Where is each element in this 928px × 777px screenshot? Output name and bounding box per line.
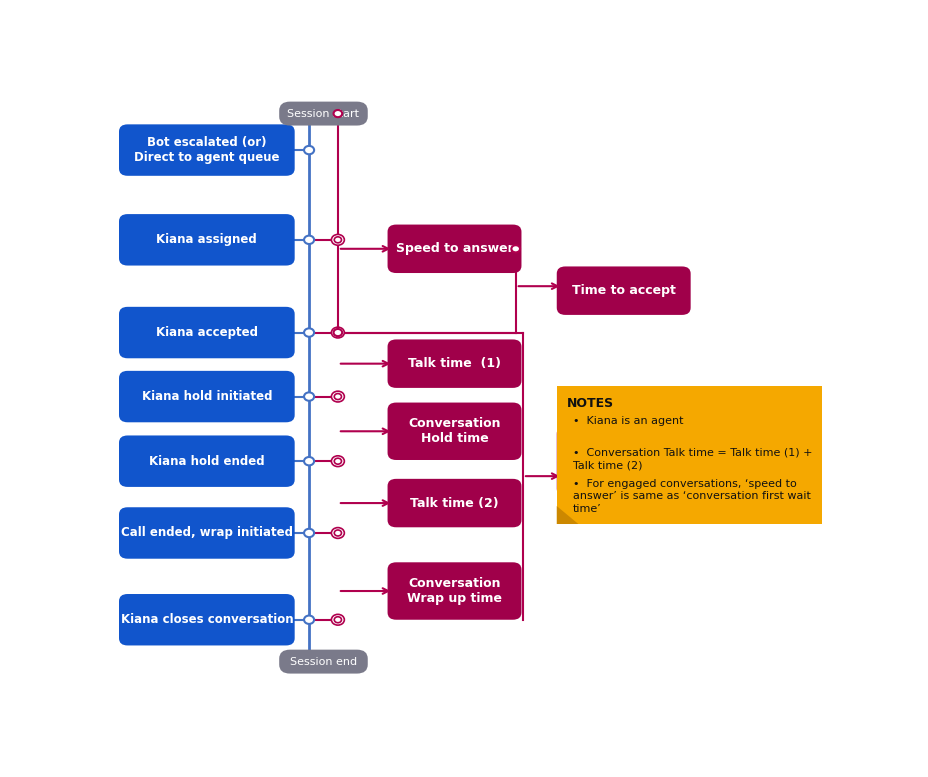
Circle shape bbox=[334, 237, 342, 242]
Circle shape bbox=[334, 617, 342, 622]
FancyBboxPatch shape bbox=[119, 124, 294, 176]
Circle shape bbox=[331, 391, 344, 402]
Circle shape bbox=[334, 329, 342, 336]
Circle shape bbox=[303, 457, 314, 465]
Text: Talk time  (1): Talk time (1) bbox=[407, 357, 500, 370]
Text: •  Conversation Talk time = Talk time (1) +
Talk time (2): • Conversation Talk time = Talk time (1)… bbox=[572, 448, 811, 470]
FancyBboxPatch shape bbox=[387, 340, 521, 388]
Text: Talk time (2): Talk time (2) bbox=[410, 497, 498, 510]
FancyBboxPatch shape bbox=[119, 307, 294, 358]
Circle shape bbox=[331, 235, 344, 246]
Text: NOTES: NOTES bbox=[566, 397, 613, 410]
Circle shape bbox=[303, 392, 314, 401]
FancyBboxPatch shape bbox=[556, 427, 701, 496]
Circle shape bbox=[334, 394, 342, 399]
Text: Conversation
Hold time: Conversation Hold time bbox=[407, 417, 500, 445]
Circle shape bbox=[303, 615, 314, 624]
Circle shape bbox=[331, 528, 344, 538]
Polygon shape bbox=[556, 506, 578, 524]
Circle shape bbox=[303, 235, 314, 244]
Text: Kiana closes conversation: Kiana closes conversation bbox=[121, 613, 293, 626]
Text: Kiana assigned: Kiana assigned bbox=[156, 233, 257, 246]
Circle shape bbox=[331, 327, 344, 338]
Circle shape bbox=[510, 246, 520, 253]
FancyBboxPatch shape bbox=[119, 435, 294, 487]
FancyBboxPatch shape bbox=[119, 594, 294, 646]
Circle shape bbox=[331, 456, 344, 466]
FancyBboxPatch shape bbox=[556, 386, 821, 524]
FancyBboxPatch shape bbox=[387, 402, 521, 460]
Text: Call ended, wrap initiated: Call ended, wrap initiated bbox=[121, 527, 292, 539]
Text: •  For engaged conversations, ‘speed to
answer’ is same as ‘conversation first w: • For engaged conversations, ‘speed to a… bbox=[572, 479, 809, 514]
Text: Session end: Session end bbox=[290, 657, 356, 667]
FancyBboxPatch shape bbox=[556, 267, 690, 315]
Circle shape bbox=[303, 529, 314, 537]
Circle shape bbox=[333, 110, 342, 117]
Circle shape bbox=[334, 530, 342, 536]
Text: Kiana hold initiated: Kiana hold initiated bbox=[141, 390, 272, 403]
FancyBboxPatch shape bbox=[279, 102, 367, 126]
Text: Speed to answer: Speed to answer bbox=[395, 242, 513, 256]
Circle shape bbox=[303, 146, 314, 155]
FancyBboxPatch shape bbox=[387, 563, 521, 620]
FancyBboxPatch shape bbox=[387, 479, 521, 528]
FancyBboxPatch shape bbox=[119, 371, 294, 423]
Text: •  Kiana is an agent: • Kiana is an agent bbox=[572, 416, 682, 427]
Circle shape bbox=[334, 458, 342, 464]
Circle shape bbox=[303, 329, 314, 336]
FancyBboxPatch shape bbox=[119, 214, 294, 266]
Text: Bot escalated (or)
Direct to agent queue: Bot escalated (or) Direct to agent queue bbox=[134, 136, 279, 164]
Circle shape bbox=[333, 329, 342, 336]
Text: Conversation
handle time
(only active time): Conversation handle time (only active ti… bbox=[566, 440, 690, 483]
FancyBboxPatch shape bbox=[279, 650, 367, 674]
FancyBboxPatch shape bbox=[387, 225, 521, 273]
Text: Session start: Session start bbox=[287, 109, 359, 119]
FancyBboxPatch shape bbox=[119, 507, 294, 559]
Text: Conversation
Wrap up time: Conversation Wrap up time bbox=[406, 577, 501, 605]
Text: Kiana hold ended: Kiana hold ended bbox=[148, 455, 264, 468]
Circle shape bbox=[331, 615, 344, 625]
Text: Kiana accepted: Kiana accepted bbox=[156, 326, 258, 339]
Text: Time to accept: Time to accept bbox=[571, 284, 675, 297]
